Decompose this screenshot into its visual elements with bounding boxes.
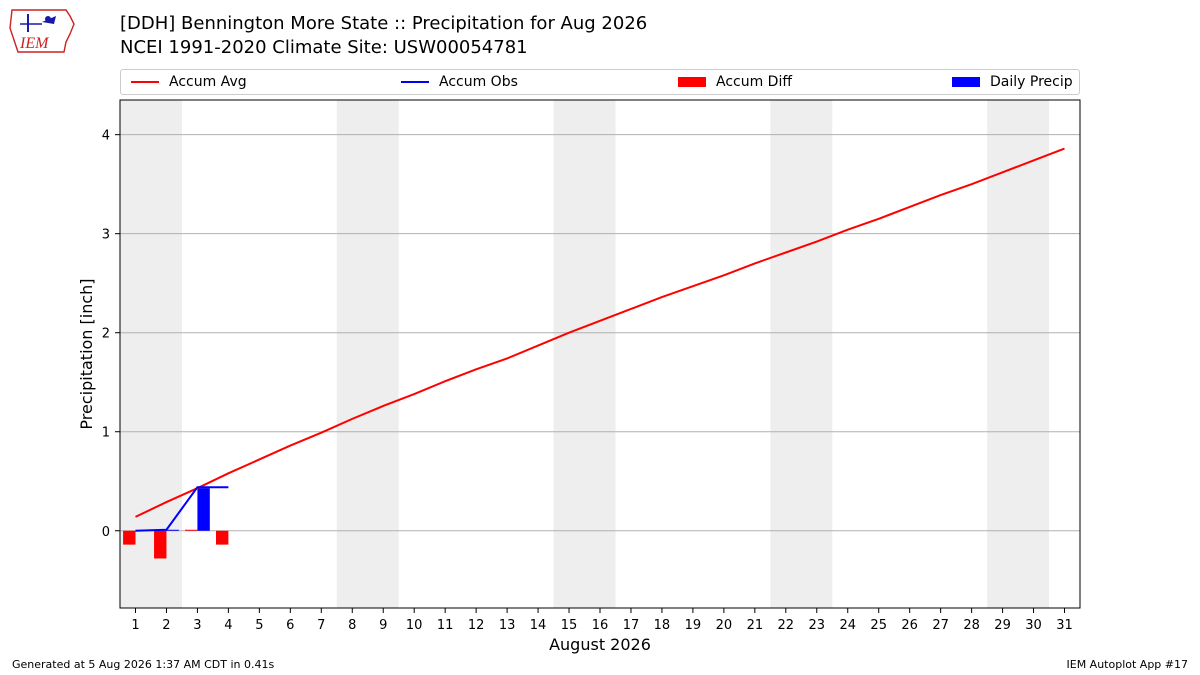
- x-tick-label: 20: [716, 618, 733, 633]
- legend-label: Accum Diff: [716, 74, 793, 90]
- y-tick-label: 4: [102, 129, 110, 144]
- x-tick-label: 18: [654, 618, 671, 633]
- legend-label: Accum Obs: [439, 74, 518, 90]
- x-tick-label: 25: [870, 618, 887, 633]
- chart-title: [DDH] Bennington More State :: Precipita…: [120, 13, 648, 34]
- legend-swatch: [678, 77, 706, 87]
- x-tick-label: 14: [530, 618, 547, 633]
- accum-avg-line: [135, 147, 1065, 518]
- weekend-band: [120, 100, 182, 608]
- chart-subtitle: NCEI 1991-2020 Climate Site: USW00054781: [120, 37, 528, 58]
- accum-diff-bar: [216, 530, 229, 545]
- footer-app-id: IEM Autoplot App #17: [1066, 658, 1189, 671]
- x-tick-label: 9: [379, 618, 387, 633]
- weekend-band: [987, 100, 1050, 608]
- legend-label: Daily Precip: [990, 74, 1073, 90]
- x-tick-label: 30: [1025, 618, 1042, 633]
- x-tick-label: 11: [437, 618, 454, 633]
- x-tick-label: 7: [317, 618, 325, 633]
- legend-item-daily-precip: Daily Precip: [952, 70, 1073, 94]
- weekend-shading: [120, 100, 1050, 608]
- x-tick-label: 24: [839, 618, 856, 633]
- daily-precip-bar: [197, 488, 210, 531]
- x-tick-label: 5: [255, 618, 263, 633]
- lines: [135, 147, 1065, 532]
- y-tick-label: 1: [102, 426, 110, 441]
- accum-diff-bar: [185, 529, 198, 531]
- weekend-band: [553, 100, 616, 608]
- legend-swatch: [131, 81, 159, 83]
- x-tick-label: 4: [224, 618, 232, 633]
- logo-text: IEM: [19, 35, 50, 52]
- x-tick-label: 27: [932, 618, 949, 633]
- legend-item-accum-avg: Accum Avg: [131, 70, 247, 94]
- x-axis-label: August 2026: [549, 635, 651, 654]
- accum-diff-bar: [123, 530, 136, 545]
- x-tick-label: 13: [499, 618, 516, 633]
- x-tick-label: 21: [747, 618, 764, 633]
- x-tick-label: 12: [468, 618, 485, 633]
- gridlines: [120, 134, 1080, 532]
- legend-label: Accum Avg: [169, 74, 247, 90]
- weekend-band: [336, 100, 399, 608]
- x-tick-label: 19: [685, 618, 702, 633]
- x-ticks: 1 2 3 4 5 6 7 8 9 10 11 12 13 14 15 16 17 18 19 20 21 22 23 24 2…: [131, 608, 1073, 633]
- y-tick-label: 0: [102, 525, 110, 540]
- x-tick-label: 3: [193, 618, 201, 633]
- x-tick-label: 28: [963, 618, 980, 633]
- legend-swatch: [952, 77, 980, 87]
- y-tick-label: 3: [102, 228, 110, 243]
- y-ticks: 0 1 2 3 4: [102, 129, 120, 540]
- accum-diff-bar: [154, 530, 167, 559]
- legend-swatch: [401, 81, 429, 83]
- x-tick-label: 10: [406, 618, 423, 633]
- weekend-band: [770, 100, 833, 608]
- x-tick-label: 8: [348, 618, 356, 633]
- x-tick-label: 17: [623, 618, 640, 633]
- x-tick-label: 16: [592, 618, 609, 633]
- x-tick-label: 31: [1056, 618, 1073, 633]
- plot-frame: [119, 99, 1081, 609]
- y-axis-label: Precipitation [inch]: [77, 278, 96, 429]
- iowa-outline-icon: [9, 9, 75, 53]
- x-tick-label: 22: [778, 618, 795, 633]
- x-tick-label: 29: [994, 618, 1011, 633]
- legend-item-accum-diff: Accum Diff: [678, 70, 792, 94]
- legend: Accum Avg Accum Obs Accum Diff Daily Pre…: [120, 69, 1080, 95]
- x-tick-label: 2: [162, 618, 170, 633]
- bars: [123, 488, 229, 559]
- y-tick-label: 2: [102, 327, 110, 342]
- x-tick-label: 23: [809, 618, 826, 633]
- x-tick-label: 15: [561, 618, 578, 633]
- accum-obs-line: [135, 486, 229, 532]
- daily-precip-bar: [166, 529, 179, 531]
- footer-generated: Generated at 5 Aug 2026 1:37 AM CDT in 0…: [12, 658, 275, 671]
- x-tick-label: 6: [286, 618, 294, 633]
- x-tick-label: 1: [131, 618, 139, 633]
- legend-item-accum-obs: Accum Obs: [401, 70, 518, 94]
- x-tick-label: 26: [901, 618, 918, 633]
- iem-logo: IEM: [9, 9, 75, 53]
